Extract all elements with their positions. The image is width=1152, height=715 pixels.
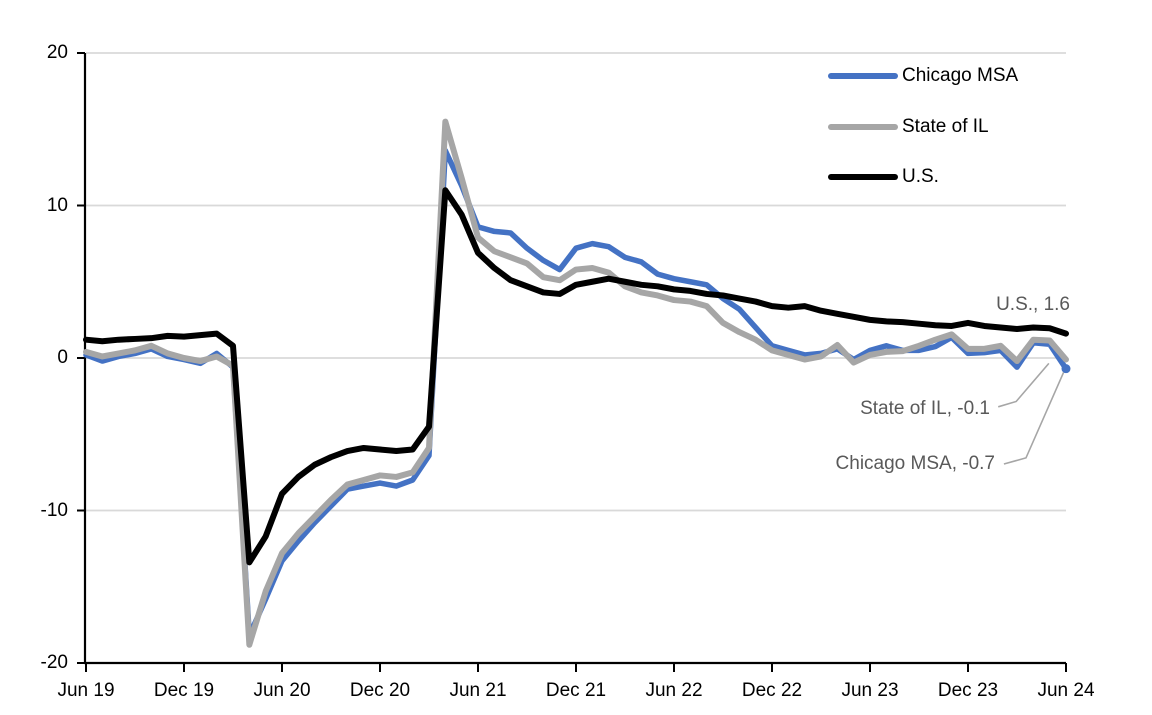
x-axis-tick-label: Dec 20 <box>349 680 411 701</box>
legend-swatch-us <box>828 174 898 180</box>
x-axis-tick-label: Dec 23 <box>937 680 999 701</box>
series-end-marker-chicago-msa <box>1061 364 1071 374</box>
x-axis-tick-label: Jun 22 <box>645 680 703 701</box>
y-axis-tick-label: 20 <box>46 42 68 63</box>
x-axis-tick-label: Jun 19 <box>57 680 115 701</box>
series-line-u-s- <box>83 187 1069 566</box>
legend-swatch-chicago-msa <box>828 73 898 79</box>
legend-item-us: U.S. <box>828 165 939 189</box>
legend-swatch-state-of-il <box>828 124 898 130</box>
x-axis-tick-label: Dec 19 <box>153 680 215 701</box>
legend-label-us: U.S. <box>902 166 939 187</box>
x-axis-tick-label: Jun 20 <box>253 680 311 701</box>
x-axis-tick-label: Jun 21 <box>449 680 507 701</box>
series-line-state-of-il <box>83 118 1069 648</box>
y-axis-tick-label: 10 <box>46 194 68 216</box>
x-axis-tick-label: Dec 22 <box>741 680 803 701</box>
annotation-us-value: U.S., 1.6 <box>996 294 1070 315</box>
legend-item-chicago-msa: Chicago MSA <box>828 64 1018 88</box>
x-axis-tick-label: Dec 21 <box>545 680 607 701</box>
legend-label-state-of-il: State of IL <box>902 116 989 137</box>
y-axis-tick-label: -20 <box>40 652 68 673</box>
legend-item-state-of-il: State of IL <box>828 115 989 139</box>
x-axis-tick-label: Jun 24 <box>1037 680 1095 701</box>
annotation-chicago-msa-value: Chicago MSA, -0.7 <box>835 453 995 474</box>
x-axis-tick-label: Jun 23 <box>841 680 899 701</box>
leader-line-chicago-msa <box>1003 372 1065 465</box>
y-axis-tick-label: 0 <box>57 347 68 368</box>
annotation-state-il-value: State of IL, -0.1 <box>860 398 990 419</box>
legend-label-chicago-msa: Chicago MSA <box>902 65 1019 86</box>
y-axis-tick-label: -10 <box>40 499 68 521</box>
leader-line-state-of-il <box>997 362 1050 408</box>
